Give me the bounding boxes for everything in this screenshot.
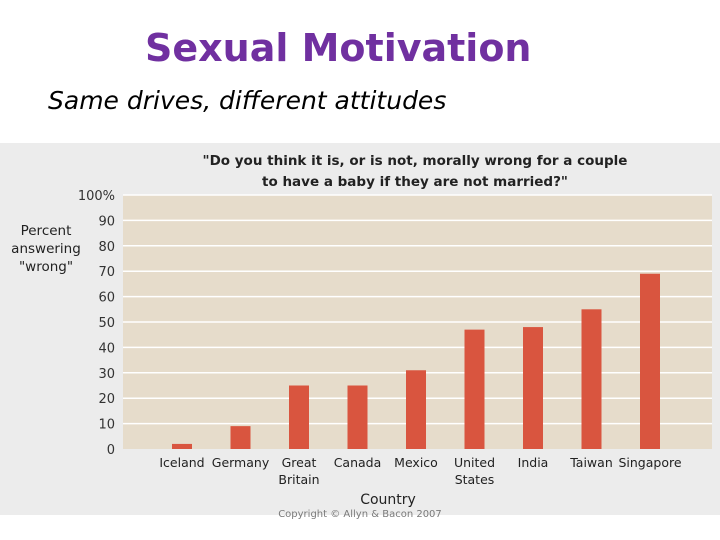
y-axis-label: Percent answering "wrong" (11, 223, 81, 275)
y-axis-ticks: 0 10 20 30 40 50 60 70 80 90 100% (78, 189, 115, 458)
y-tick-label: 30 (98, 367, 115, 382)
x-tick-label: India (518, 455, 549, 470)
bar (172, 443, 192, 449)
y-tick-label: 90 (98, 214, 115, 229)
chart-title-line-1: "Do you think it is, or is not, morally … (203, 153, 628, 169)
x-tick-label: Canada (334, 455, 382, 470)
y-axis-label-line: answering (11, 241, 81, 257)
x-tick-label: Britain (278, 472, 319, 487)
bar (406, 370, 426, 449)
y-tick-label: 60 (98, 291, 115, 306)
chart-title-line-2: to have a baby if they are not married?" (262, 174, 568, 190)
x-tick-label: United (454, 455, 495, 470)
y-tick-label: 40 (98, 341, 115, 356)
y-axis-label-line: "wrong" (19, 259, 73, 275)
y-tick-label: 50 (98, 316, 115, 331)
bar (464, 329, 485, 449)
y-tick-label: 0 (107, 443, 115, 458)
y-tick-label: 10 (98, 418, 115, 433)
x-tick-label: Great (282, 455, 317, 470)
x-tick-label: States (455, 472, 495, 487)
slide-title: Sexual Motivation (145, 26, 532, 70)
x-axis-label: Country (360, 492, 416, 508)
y-axis-label-line: Percent (21, 223, 72, 239)
x-tick-label: Taiwan (569, 455, 613, 470)
bar (640, 273, 660, 449)
x-tick-label: Singapore (618, 455, 681, 470)
x-tick-label: Iceland (159, 455, 204, 470)
slide-subtitle: Same drives, different attitudes (48, 86, 447, 115)
bar (581, 309, 602, 449)
y-tick-label: 100% (78, 189, 115, 204)
y-tick-label: 70 (98, 265, 115, 280)
bar (289, 385, 309, 449)
x-axis-ticks: Iceland Germany Great Britain Canada Mexico Un… (159, 455, 681, 487)
bars (172, 273, 660, 449)
x-tick-label: Germany (212, 455, 270, 470)
bar (523, 327, 543, 449)
bar (230, 426, 251, 449)
bar (347, 385, 368, 449)
y-tick-label: 20 (98, 392, 115, 407)
copyright-notice: Copyright © Allyn & Bacon 2007 (278, 509, 442, 520)
y-tick-label: 80 (98, 240, 115, 255)
x-tick-label: Mexico (394, 455, 438, 470)
